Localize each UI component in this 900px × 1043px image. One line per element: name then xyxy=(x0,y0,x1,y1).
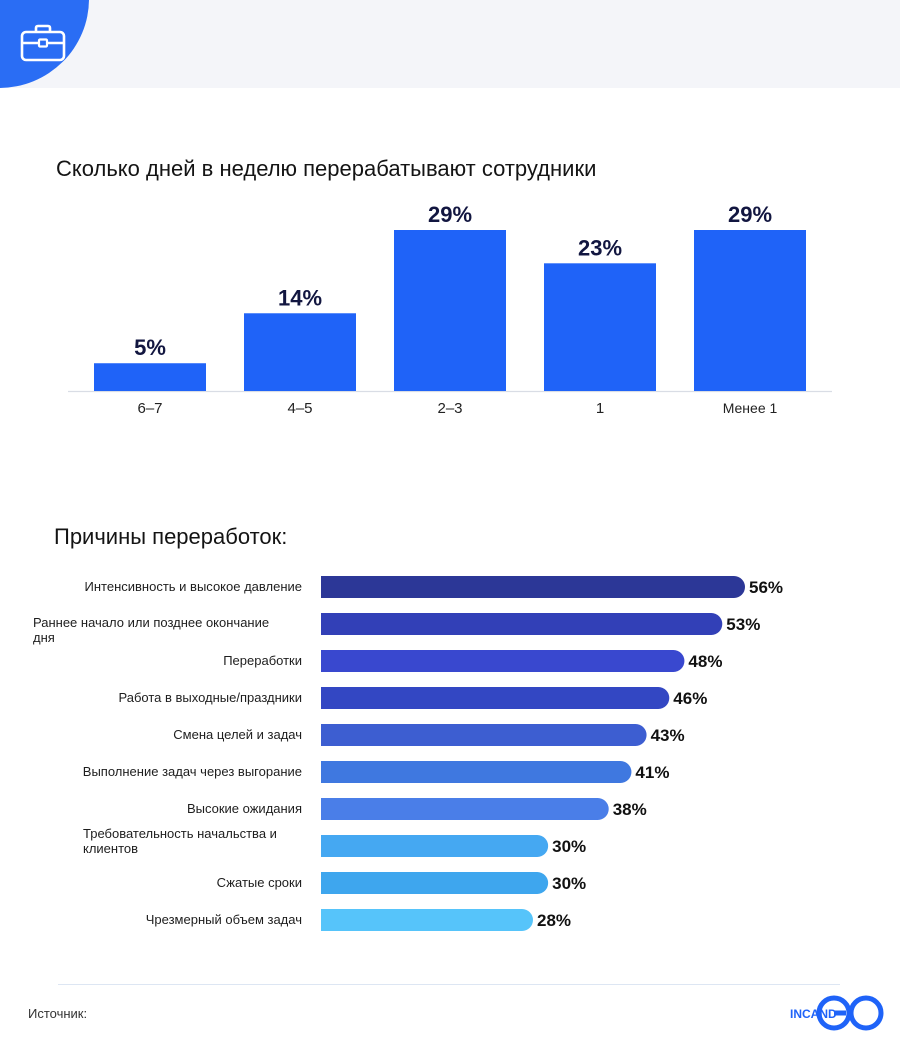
data-label: 29% xyxy=(728,202,772,227)
y-category-label: Чрезмерный объем задач xyxy=(146,912,302,927)
x-tick-label: 4–5 xyxy=(287,400,312,417)
bar-chart-days: 5% 6–7 14% 4–5 29% 2–3 23% 1 29% Менее 1 xyxy=(68,202,832,417)
y-category-label: Интенсивность и высокое давление xyxy=(85,579,302,594)
y-category-label: Переработки xyxy=(223,653,302,668)
logo-text: INCAND xyxy=(790,1007,837,1021)
footer-divider xyxy=(58,984,840,985)
data-label: 29% xyxy=(428,202,472,227)
x-tick-label: Менее 1 xyxy=(723,400,778,416)
y-category-label: Требовательность начальства и xyxy=(83,826,277,841)
data-label: 14% xyxy=(278,285,322,310)
bar xyxy=(321,909,533,931)
y-category-label: клиентов xyxy=(83,841,138,856)
data-label: 46% xyxy=(673,689,707,708)
incando-logo[interactable]: INCAND xyxy=(790,994,890,1043)
y-category-label: Работа в выходные/праздники xyxy=(118,690,302,705)
x-tick-label: 1 xyxy=(596,400,604,417)
bar xyxy=(694,230,806,391)
y-category-label: дня xyxy=(33,630,55,645)
data-label: 5% xyxy=(134,335,166,360)
y-category-label: Раннее начало или позднее окончание xyxy=(33,615,269,630)
data-label: 23% xyxy=(578,235,622,260)
data-label: 28% xyxy=(537,911,571,930)
x-tick-label: 6–7 xyxy=(137,400,162,417)
header-badge xyxy=(0,0,89,88)
bar xyxy=(544,263,656,391)
bar xyxy=(244,313,356,391)
bar xyxy=(321,687,670,709)
y-category-label: Смена целей и задач xyxy=(173,727,302,742)
x-tick-label: 2–3 xyxy=(437,400,462,417)
briefcase-icon xyxy=(20,24,66,62)
data-label: 41% xyxy=(635,763,669,782)
chart-title-reasons: Причины переработок: xyxy=(54,524,288,549)
bar xyxy=(321,872,549,894)
bar xyxy=(94,363,206,391)
y-category-label: Выполнение задач через выгорание xyxy=(83,764,302,779)
data-label: 48% xyxy=(688,652,722,671)
go-logo-icon: INCAND xyxy=(790,995,884,1031)
bar xyxy=(321,835,549,857)
data-label: 56% xyxy=(749,578,783,597)
data-label: 53% xyxy=(726,615,760,634)
data-label: 30% xyxy=(552,874,586,893)
bar xyxy=(321,613,723,635)
bar xyxy=(321,576,745,598)
top-bar xyxy=(0,0,900,88)
bar-chart-reasons: 56% Интенсивность и высокое давление 53% Ра… xyxy=(33,576,783,931)
bar xyxy=(321,798,609,820)
data-label: 30% xyxy=(552,837,586,856)
bar xyxy=(321,761,632,783)
chart-title-days: Сколько дней в неделю перерабатывают сот… xyxy=(56,156,597,181)
data-label: 38% xyxy=(613,800,647,819)
y-category-label: Высокие ожидания xyxy=(187,801,302,816)
y-category-label: Сжатые сроки xyxy=(217,875,302,890)
bar xyxy=(321,650,685,672)
data-label: 43% xyxy=(651,726,685,745)
bar xyxy=(321,724,647,746)
bar xyxy=(394,230,506,391)
source-label: Источник: xyxy=(28,1006,88,1021)
